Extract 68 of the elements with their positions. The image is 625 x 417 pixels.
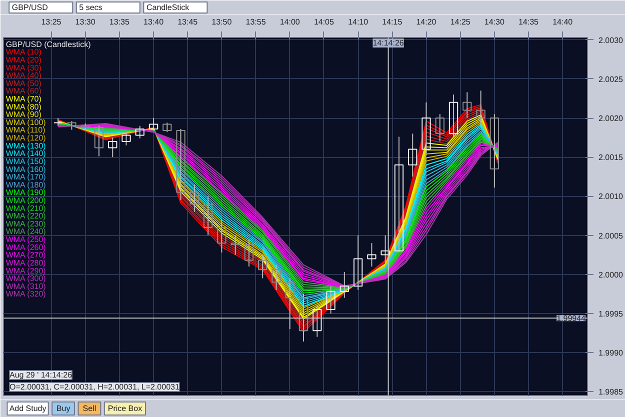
text: WMA (190): [6, 188, 46, 198]
text: 5 secs: [79, 3, 102, 12]
text: WMA (250): [6, 235, 46, 244]
text: WMA (60): [6, 86, 42, 96]
text: WMA (50): [6, 78, 42, 88]
text: WMA (20): [6, 55, 42, 64]
x-tick-label: 14:00: [280, 18, 300, 26]
x-tick-label: 14:30: [484, 18, 505, 26]
x-tick-label: 13:30: [75, 18, 96, 26]
x-tick-label: 13:25: [41, 18, 62, 26]
text: WMA (30): [6, 63, 42, 72]
x-tick-label: 13:35: [109, 18, 130, 26]
text: WMA (200): [6, 196, 46, 205]
text: Buy: [56, 404, 70, 413]
text: Add Study: [9, 404, 46, 413]
text: WMA (210): [6, 204, 46, 213]
x-tick-label: 14:25: [450, 18, 471, 26]
text: WMA (220): [6, 212, 46, 221]
y-tick-label: 1.9990: [598, 348, 624, 358]
text: WMA (130): [6, 141, 46, 150]
text: WMA (80): [6, 102, 42, 112]
text: WMA (270): [6, 250, 46, 260]
chart-title: GBP/USD (Candlestick): [6, 40, 92, 49]
text: WMA (180): [6, 180, 46, 190]
text: CandleStick: [146, 3, 190, 12]
x-tick-label: 13:40: [144, 18, 164, 26]
y-tick-label: 1.9985: [598, 388, 624, 397]
x-tick-label: 13:45: [178, 18, 198, 26]
y-tick-label: 2.0025: [598, 74, 624, 84]
y-tick-label: 2.0030: [598, 36, 624, 45]
x-tick-label: 14:20: [416, 18, 437, 26]
text: Price Box: [108, 404, 142, 413]
text: WMA (40): [6, 71, 42, 80]
x-tick-label: 14:40: [552, 18, 574, 26]
y-tick-label: 2.0005: [598, 231, 624, 240]
ref-line-label: 1.99944: [556, 314, 586, 324]
ref-line-label: 14:14:26: [372, 38, 404, 48]
series-label: WMA (110): [6, 126, 46, 135]
text: WMA (90): [6, 110, 42, 120]
x-tick-label: 14:15: [382, 18, 403, 26]
series-label: WMA (100): [6, 118, 46, 127]
text: WMA (260): [6, 242, 46, 252]
text: Sell: [82, 404, 96, 413]
text: WMA (280): [6, 258, 46, 268]
x-tick-label: 14:05: [314, 18, 335, 26]
y-tick-label: 2.0020: [598, 114, 624, 124]
text: WMA (150): [6, 156, 46, 166]
text: WMA (230): [6, 219, 46, 228]
y-tick-label: 2.0015: [598, 153, 624, 162]
y-tick-label: 2.0010: [598, 192, 624, 202]
text: WMA (140): [6, 149, 46, 158]
x-tick-label: 14:35: [518, 18, 540, 26]
text: WMA (170): [6, 172, 46, 182]
text: WMA (300): [6, 274, 46, 284]
y-tick-label: 1.9995: [598, 309, 624, 318]
text: GBP/USD: [12, 3, 48, 12]
text: WMA (310): [6, 282, 46, 291]
y-tick-label: 2.0000: [598, 270, 624, 280]
text: WMA (320): [6, 290, 46, 299]
text: WMA (120): [6, 134, 46, 143]
text: WMA (160): [6, 164, 46, 174]
text: WMA (240): [6, 227, 46, 236]
x-tick-label: 13:55: [246, 18, 266, 26]
x-tick-label: 13:50: [212, 18, 232, 26]
text: WMA (70): [6, 94, 42, 104]
text: WMA (290): [6, 266, 46, 276]
x-tick-label: 14:10: [348, 18, 369, 26]
text: WMA (10): [6, 48, 42, 57]
